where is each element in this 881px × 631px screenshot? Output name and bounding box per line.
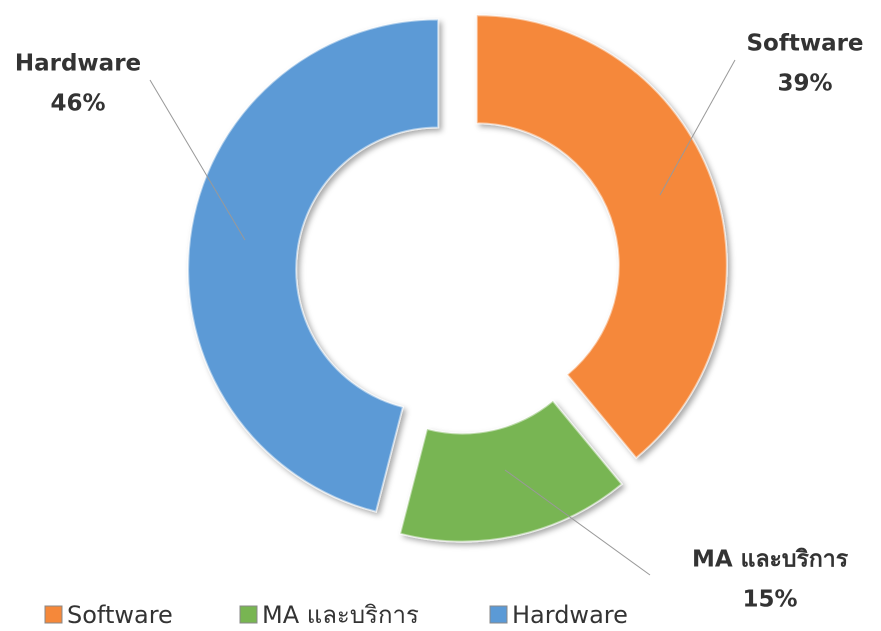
data-label-name: MA และบริการ (692, 547, 849, 573)
leader-line (504, 469, 651, 576)
legend-swatch (489, 605, 508, 624)
data-label-name: Software (746, 31, 863, 57)
leader-line (659, 59, 736, 196)
leader-line (149, 79, 246, 241)
legend-swatch (239, 605, 258, 624)
data-label-value: 15% (742, 587, 797, 613)
slice (475, 14, 728, 460)
data-label-name: Hardware (15, 51, 141, 77)
legend-label: Hardware (512, 601, 628, 629)
data-label-value: 46% (50, 91, 105, 117)
slice (398, 399, 624, 543)
legend-label: MA และบริการ (262, 601, 419, 629)
data-label-value: 39% (777, 71, 832, 97)
legend-swatch (44, 605, 63, 624)
slice (187, 18, 440, 513)
legend-label: Software (67, 601, 173, 629)
